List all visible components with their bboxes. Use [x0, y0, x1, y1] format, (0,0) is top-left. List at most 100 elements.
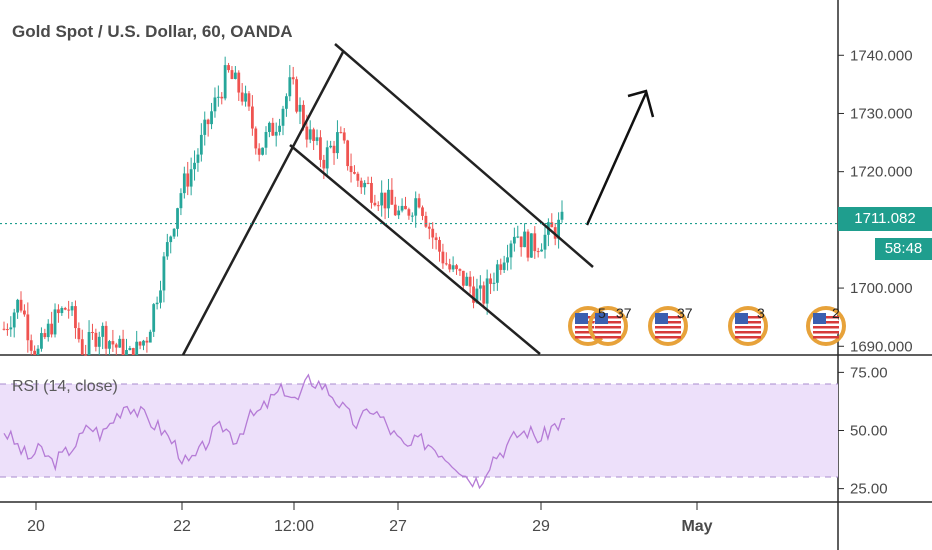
- candle: [94, 332, 98, 347]
- event-flag-2-stripe: [595, 336, 621, 339]
- candle: [404, 205, 407, 210]
- projection-arrow-shaft: [585, 92, 648, 226]
- time-tick-label: 27: [389, 518, 407, 535]
- event-flag-3-stripe: [655, 336, 681, 339]
- candle: [29, 340, 33, 351]
- candle: [312, 129, 316, 141]
- candle: [560, 211, 564, 220]
- candle: [23, 310, 26, 315]
- candle: [315, 137, 319, 141]
- candle: [213, 97, 217, 112]
- price-tick-label: 1740.000: [850, 47, 913, 64]
- candle: [342, 132, 346, 141]
- event-flag-2-ring: [588, 306, 628, 346]
- candle: [329, 145, 333, 148]
- candle: [12, 312, 16, 328]
- trend-line-support: [181, 51, 345, 356]
- event-flag-4-stripe: [735, 326, 761, 329]
- candle: [179, 193, 183, 209]
- event-flag-4-stripe: [735, 331, 761, 334]
- candle: [210, 111, 213, 125]
- candle: [346, 140, 350, 167]
- event-flag-1-stripe: [575, 336, 601, 339]
- candle: [308, 129, 312, 140]
- candle: [434, 237, 438, 241]
- candle: [512, 236, 516, 244]
- candle: [519, 236, 523, 248]
- candle: [189, 169, 193, 187]
- candle: [244, 93, 247, 102]
- candle: [155, 302, 159, 305]
- candle: [295, 79, 299, 112]
- channel-line-upper: [334, 43, 594, 268]
- candle: [431, 228, 435, 238]
- candle: [353, 172, 356, 174]
- candle: [237, 72, 241, 93]
- price-tick-label: 1700.000: [850, 280, 913, 297]
- bar-countdown-label: 58:48: [875, 238, 932, 260]
- candle: [424, 215, 428, 227]
- candle: [441, 251, 445, 264]
- candle: [495, 264, 499, 283]
- candle: [509, 243, 513, 258]
- candle: [390, 189, 394, 205]
- candle: [550, 222, 554, 228]
- candle: [114, 344, 118, 348]
- candle: [332, 145, 336, 154]
- candle: [36, 348, 40, 355]
- candle: [557, 219, 560, 239]
- candle: [227, 65, 230, 71]
- candle: [193, 162, 196, 170]
- candle: [247, 93, 251, 107]
- candle: [264, 131, 268, 148]
- rsi-band: [0, 384, 838, 477]
- candle: [142, 340, 145, 346]
- candle: [438, 240, 441, 252]
- candle: [465, 276, 469, 286]
- event-flag-3-stripe: [655, 326, 681, 329]
- candle: [475, 288, 479, 303]
- candle: [543, 234, 547, 250]
- candle: [67, 309, 71, 311]
- candle: [393, 204, 397, 216]
- event-count: 37: [616, 305, 632, 321]
- rsi-tick-label: 75.00: [850, 364, 888, 381]
- candle: [196, 154, 200, 163]
- projection-arrow-head: [627, 89, 655, 118]
- candle: [397, 210, 401, 216]
- candle: [104, 325, 108, 349]
- candle: [63, 308, 67, 310]
- candle: [325, 147, 329, 169]
- candle: [186, 173, 190, 187]
- candle: [91, 332, 94, 334]
- candle: [267, 122, 271, 132]
- candle: [533, 233, 537, 252]
- event-flag-3-ring: [648, 306, 688, 346]
- event-flag-5-stripe: [813, 336, 839, 339]
- event-count: 5: [598, 305, 606, 321]
- candle: [359, 180, 363, 188]
- candle: [285, 96, 288, 109]
- candle: [162, 256, 166, 291]
- channel-line-lower: [289, 144, 541, 355]
- candle: [291, 77, 295, 80]
- candle: [387, 189, 390, 209]
- event-flag-1-stripe: [575, 331, 601, 334]
- candle: [536, 251, 540, 253]
- candle: [516, 236, 520, 238]
- rsi-line: [3, 373, 566, 490]
- candle: [230, 70, 234, 79]
- candle: [302, 104, 305, 127]
- candle: [2, 328, 6, 330]
- candle: [482, 285, 486, 304]
- time-tick-label: 29: [532, 518, 550, 535]
- candle: [322, 159, 326, 169]
- event-flag-5-stripe: [813, 326, 839, 329]
- rsi-tick-label: 50.00: [850, 423, 888, 440]
- candle: [274, 131, 278, 136]
- candle: [366, 182, 370, 184]
- candle: [74, 306, 77, 329]
- candle: [376, 205, 380, 207]
